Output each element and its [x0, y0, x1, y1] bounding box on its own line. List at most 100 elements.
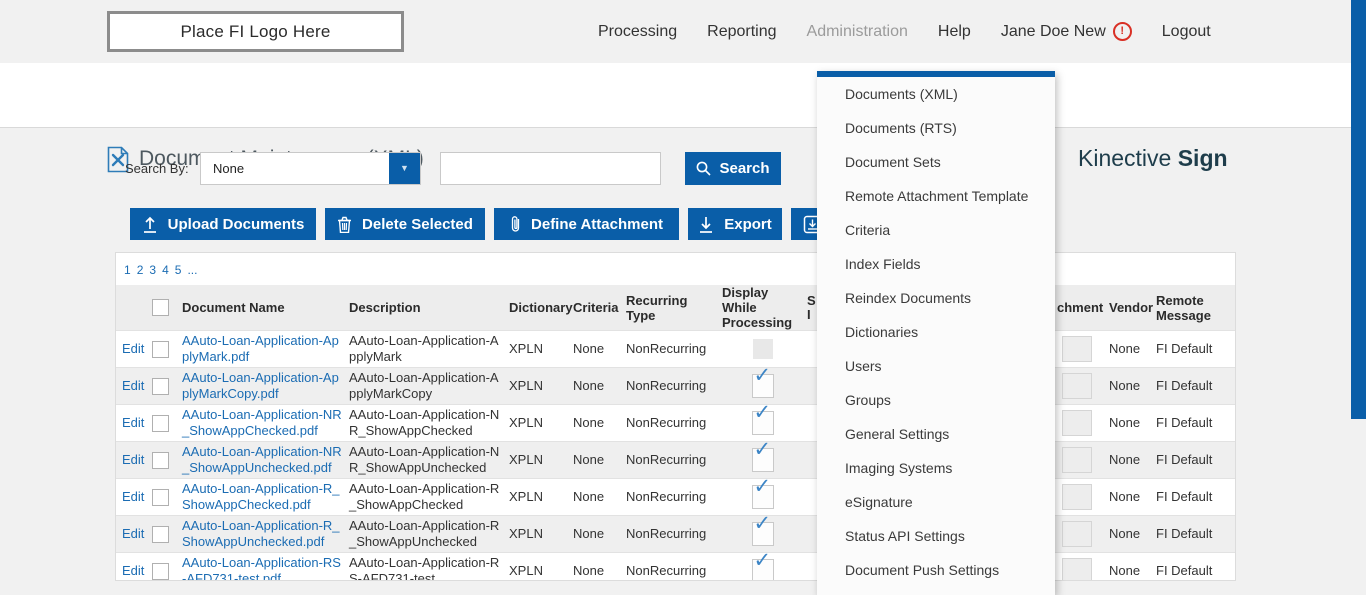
remote-message-cell: FI Default	[1154, 479, 1235, 516]
document-name-link[interactable]: AAuto-Loan-Application-NR_ShowAppUncheck…	[182, 444, 342, 475]
admin-menu-item[interactable]: eSignature	[817, 485, 1055, 519]
recurring-type-cell: NonRecurring	[624, 553, 720, 582]
edit-link[interactable]: Edit	[118, 526, 144, 541]
toolbar: Upload Documents Delete Selected Define …	[130, 208, 833, 240]
admin-menu-item[interactable]: Document Sets	[817, 145, 1055, 179]
export-button[interactable]: Export	[688, 208, 782, 240]
edit-link[interactable]: Edit	[118, 563, 144, 578]
page-link[interactable]: 3	[149, 263, 156, 277]
document-name-link[interactable]: AAuto-Loan-Application-RS-AFD731-test.pd…	[182, 555, 341, 581]
admin-menu-item[interactable]: Reindex Documents	[817, 281, 1055, 315]
recurring-type-cell: NonRecurring	[624, 368, 720, 405]
row-checkbox[interactable]	[152, 489, 169, 506]
description-cell: AAuto-Loan-Application-ApplyMarkCopy	[347, 368, 507, 405]
display-while-processing-cell: ✓	[720, 479, 805, 516]
search-by-select[interactable]: None ▼	[200, 152, 421, 185]
admin-menu-item[interactable]: General Settings	[817, 417, 1055, 451]
document-name-link[interactable]: AAuto-Loan-Application-R_ShowAppChecked.…	[182, 481, 340, 512]
admin-menu-item[interactable]: Status API Settings	[817, 519, 1055, 553]
attachment-checkbox	[1062, 558, 1092, 581]
define-attachment-button[interactable]: Define Attachment	[494, 208, 679, 240]
display-while-processing-cell: ✓	[720, 331, 805, 368]
page-link[interactable]: 5	[175, 263, 182, 277]
display-while-processing-cell: ✓	[720, 516, 805, 553]
recurring-type-cell: NonRecurring	[624, 405, 720, 442]
criteria-cell: None	[571, 479, 624, 516]
nav-help[interactable]: Help	[938, 23, 971, 41]
documents-table: Document Name Description Dictionary Cri…	[116, 285, 1235, 581]
edit-link[interactable]: Edit	[118, 341, 144, 356]
page-link[interactable]: 4	[162, 263, 169, 277]
dictionary-cell: XPLN	[507, 442, 571, 479]
edit-link[interactable]: Edit	[118, 452, 144, 467]
nav-reporting[interactable]: Reporting	[707, 23, 776, 41]
attachment-checkbox	[1062, 447, 1092, 473]
checkmark-icon: ✓	[754, 553, 772, 569]
document-name-link[interactable]: AAuto-Loan-Application-R_ShowAppUnchecke…	[182, 518, 340, 549]
attachment-checkbox	[1062, 484, 1092, 510]
search-button[interactable]: Search	[685, 152, 781, 185]
admin-menu-item[interactable]: Documents (XML)	[817, 77, 1055, 111]
row-checkbox[interactable]	[152, 415, 169, 432]
download-icon	[698, 216, 714, 233]
page-link[interactable]: ...	[187, 263, 197, 277]
row-checkbox[interactable]	[152, 563, 169, 580]
remote-message-cell: FI Default	[1154, 516, 1235, 553]
admin-menu-item[interactable]: Groups	[817, 383, 1055, 417]
row-checkbox[interactable]	[152, 452, 169, 469]
page-link[interactable]: 1	[124, 263, 131, 277]
row-checkbox[interactable]	[152, 341, 169, 358]
nav-administration[interactable]: Administration	[807, 23, 908, 41]
unchecked-box	[753, 339, 773, 359]
administration-dropdown-menu: Documents (XML)Documents (RTS)Document S…	[817, 71, 1055, 595]
edit-link[interactable]: Edit	[118, 489, 144, 504]
row-checkbox[interactable]	[152, 526, 169, 543]
main-nav: Processing Reporting Administration Help…	[598, 0, 1211, 63]
nav-logout[interactable]: Logout	[1162, 23, 1211, 41]
delete-selected-button[interactable]: Delete Selected	[325, 208, 485, 240]
recurring-type-header: Recurring Type	[624, 285, 720, 331]
admin-menu-item[interactable]: Index Fields	[817, 247, 1055, 281]
document-name-link[interactable]: AAuto-Loan-Application-ApplyMark.pdf	[182, 333, 339, 364]
criteria-cell: None	[571, 442, 624, 479]
alert-circle-icon[interactable]: !	[1113, 22, 1132, 41]
document-name-link[interactable]: AAuto-Loan-Application-NR_ShowAppChecked…	[182, 407, 342, 438]
admin-menu-item[interactable]: Users	[817, 349, 1055, 383]
dictionary-cell: XPLN	[507, 479, 571, 516]
attachment-checkbox	[1062, 410, 1092, 436]
search-input[interactable]	[440, 152, 661, 185]
nav-user[interactable]: Jane Doe New	[1001, 23, 1106, 41]
upload-documents-button[interactable]: Upload Documents	[130, 208, 316, 240]
display-while-processing-cell: ✓	[720, 405, 805, 442]
admin-menu-item[interactable]: Remote Attachment Template	[817, 179, 1055, 213]
dictionary-cell: XPLN	[507, 331, 571, 368]
scrollbar-thumb[interactable]	[1351, 0, 1366, 419]
criteria-cell: None	[571, 553, 624, 582]
search-by-selected-value: None	[213, 153, 244, 184]
row-checkbox[interactable]	[152, 378, 169, 395]
search-by-label: Search By:	[125, 152, 189, 185]
attachment-cell	[1055, 331, 1107, 368]
vendor-cell: None	[1107, 368, 1154, 405]
dictionary-cell: XPLN	[507, 553, 571, 582]
dictionary-header: Dictionary	[507, 285, 571, 331]
select-all-checkbox[interactable]	[152, 299, 169, 316]
admin-menu-item[interactable]: Criteria	[817, 213, 1055, 247]
admin-menu-item[interactable]: Documents (RTS)	[817, 111, 1055, 145]
checked-box: ✓	[752, 411, 774, 435]
admin-menu-item[interactable]: Imaging Systems	[817, 451, 1055, 485]
page-link[interactable]: 2	[137, 263, 144, 277]
display-while-processing-cell: ✓	[720, 368, 805, 405]
edit-link[interactable]: Edit	[118, 378, 144, 393]
recurring-type-cell: NonRecurring	[624, 442, 720, 479]
admin-menu-item[interactable]: Dictionaries	[817, 315, 1055, 349]
remote-message-cell: FI Default	[1154, 405, 1235, 442]
attachment-checkbox	[1062, 373, 1092, 399]
nav-processing[interactable]: Processing	[598, 23, 677, 41]
document-name-link[interactable]: AAuto-Loan-Application-ApplyMarkCopy.pdf	[182, 370, 339, 401]
edit-link[interactable]: Edit	[118, 415, 144, 430]
admin-menu-item[interactable]: Document Push Settings	[817, 553, 1055, 587]
attachment-checkbox	[1062, 336, 1092, 362]
